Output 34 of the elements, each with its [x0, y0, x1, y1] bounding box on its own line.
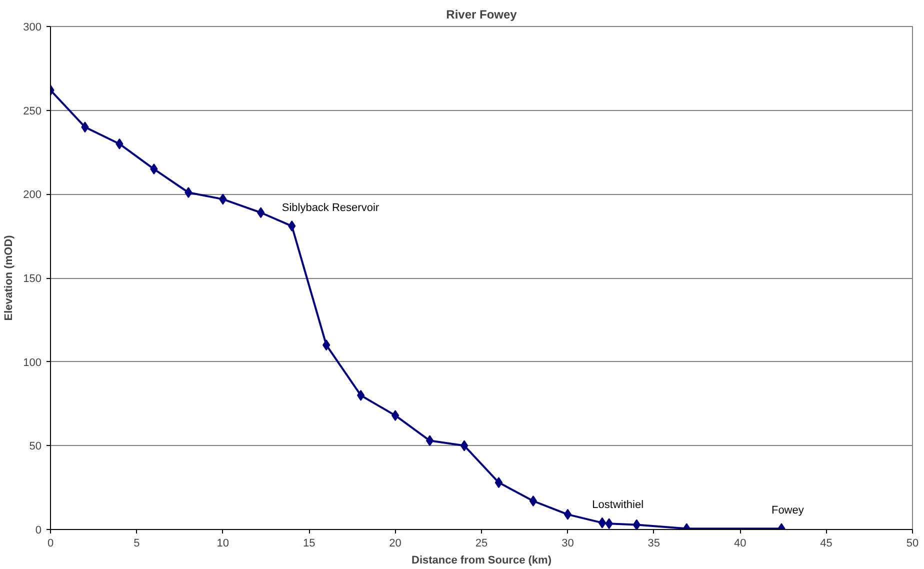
y-tick-label: 50	[29, 440, 42, 453]
y-tick-label: 250	[23, 105, 42, 118]
y-tick-label: 100	[23, 356, 42, 369]
x-tick-label: 10	[216, 538, 230, 550]
x-tick-label: 5	[134, 538, 140, 550]
point	[256, 207, 265, 218]
point	[564, 508, 572, 520]
x-tick-label: 40	[734, 538, 746, 550]
x-tick-label: 45	[820, 538, 832, 550]
y-axis-title: Elevation (mOD)	[3, 234, 16, 321]
y-tick-label: 300	[23, 22, 42, 34]
x-tick-label: 20	[389, 538, 402, 550]
x-tick-label: 15	[302, 538, 316, 550]
x-tick-label: 25	[475, 538, 488, 550]
annotation: Fowey	[771, 504, 804, 517]
x-tick-label: 35	[648, 538, 660, 550]
y-tick-label: 150	[23, 273, 42, 285]
annotation: Lostwithiel	[592, 498, 644, 511]
point	[426, 435, 434, 446]
x-axis-title: Distance from Source (km)	[412, 554, 552, 566]
x-tick-label: 30	[562, 538, 574, 550]
point	[529, 495, 538, 506]
point	[460, 440, 468, 452]
annotation: Siblyback Reservoir	[282, 202, 380, 214]
point	[356, 390, 365, 401]
point	[598, 517, 606, 528]
point	[391, 410, 400, 421]
x-tick-label: 50	[906, 538, 919, 550]
chart-title: River Fowey	[446, 8, 518, 22]
y-tick-label: 0	[35, 524, 42, 536]
point	[632, 519, 640, 530]
point	[494, 477, 503, 488]
y-tick-label: 200	[23, 189, 42, 202]
x-tick-label: 0	[47, 538, 54, 550]
